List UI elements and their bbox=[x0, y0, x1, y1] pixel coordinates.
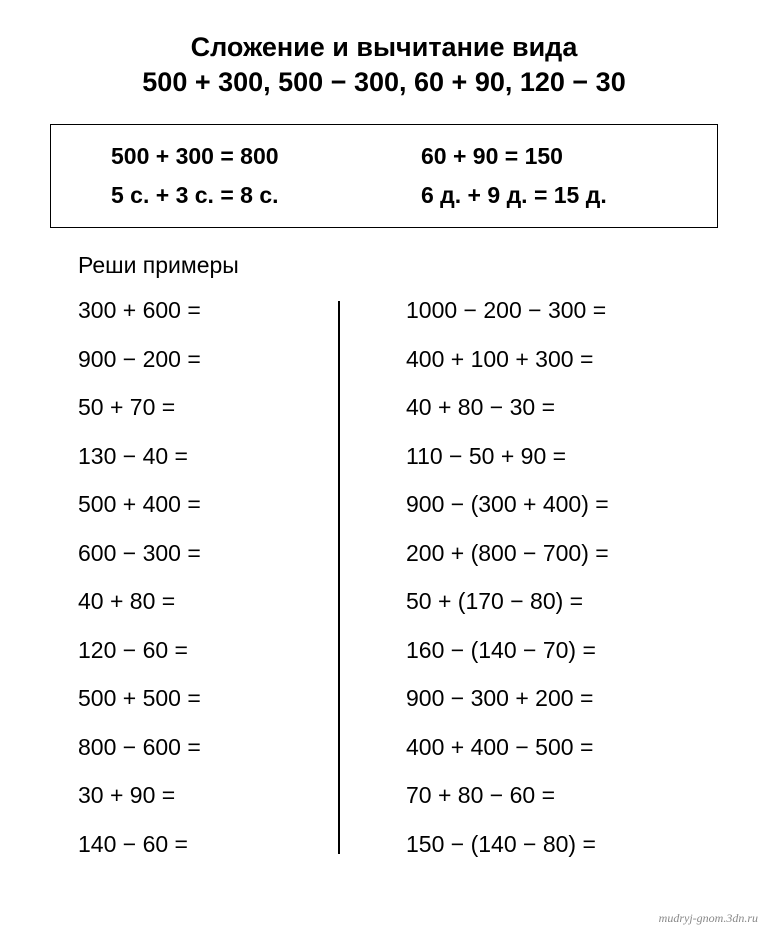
column-divider bbox=[338, 301, 340, 854]
problem: 400 + 100 + 300 = bbox=[406, 346, 718, 373]
right-column: 1000 − 200 − 300 = 400 + 100 + 300 = 40 … bbox=[358, 297, 718, 858]
example-r1c1: 500 + 300 = 800 bbox=[111, 143, 421, 170]
example-r1c2: 60 + 90 = 150 bbox=[421, 143, 687, 170]
problem: 50 + 70 = bbox=[78, 394, 358, 421]
watermark: mudryj-gnom.3dn.ru bbox=[659, 911, 758, 926]
worksheet-page: Сложение и вычитание вида 500 + 300, 500… bbox=[0, 0, 768, 878]
problem: 30 + 90 = bbox=[78, 782, 358, 809]
problem: 1000 − 200 − 300 = bbox=[406, 297, 718, 324]
problem: 130 − 40 = bbox=[78, 443, 358, 470]
example-row-2: 5 с. + 3 с. = 8 с. 6 д. + 9 д. = 15 д. bbox=[111, 182, 687, 209]
problems-area: 300 + 600 = 900 − 200 = 50 + 70 = 130 − … bbox=[50, 297, 718, 858]
problem: 110 − 50 + 90 = bbox=[406, 443, 718, 470]
problem: 900 − (300 + 400) = bbox=[406, 491, 718, 518]
problem: 140 − 60 = bbox=[78, 831, 358, 858]
problem: 900 − 300 + 200 = bbox=[406, 685, 718, 712]
problem: 500 + 400 = bbox=[78, 491, 358, 518]
problem: 50 + (170 − 80) = bbox=[406, 588, 718, 615]
problem: 150 − (140 − 80) = bbox=[406, 831, 718, 858]
example-box: 500 + 300 = 800 60 + 90 = 150 5 с. + 3 с… bbox=[50, 124, 718, 228]
problem: 800 − 600 = bbox=[78, 734, 358, 761]
problem: 40 + 80 = bbox=[78, 588, 358, 615]
problem: 600 − 300 = bbox=[78, 540, 358, 567]
example-r2c1: 5 с. + 3 с. = 8 с. bbox=[111, 182, 421, 209]
example-r2c2: 6 д. + 9 д. = 15 д. bbox=[421, 182, 687, 209]
problem: 40 + 80 − 30 = bbox=[406, 394, 718, 421]
problem: 160 − (140 − 70) = bbox=[406, 637, 718, 664]
title-line-1: Сложение и вычитание вида bbox=[191, 32, 578, 62]
title-line-2: 500 + 300, 500 − 300, 60 + 90, 120 − 30 bbox=[142, 67, 625, 97]
problem: 900 − 200 = bbox=[78, 346, 358, 373]
example-row-1: 500 + 300 = 800 60 + 90 = 150 bbox=[111, 143, 687, 170]
problem: 300 + 600 = bbox=[78, 297, 358, 324]
problem: 400 + 400 − 500 = bbox=[406, 734, 718, 761]
problem: 500 + 500 = bbox=[78, 685, 358, 712]
problem: 200 + (800 − 700) = bbox=[406, 540, 718, 567]
problem: 120 − 60 = bbox=[78, 637, 358, 664]
problem: 70 + 80 − 60 = bbox=[406, 782, 718, 809]
page-title: Сложение и вычитание вида 500 + 300, 500… bbox=[50, 30, 718, 100]
instruction: Реши примеры bbox=[78, 252, 718, 279]
left-column: 300 + 600 = 900 − 200 = 50 + 70 = 130 − … bbox=[78, 297, 358, 858]
